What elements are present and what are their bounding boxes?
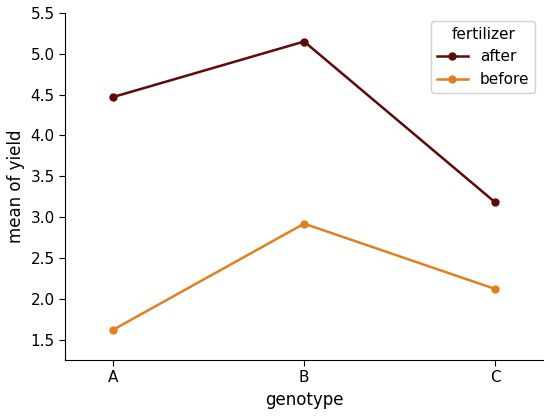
Line: after: after [109, 38, 499, 206]
after [301, 39, 307, 44]
before [492, 287, 498, 292]
X-axis label: genotype: genotype [265, 391, 343, 409]
Legend: after, before: after, before [431, 20, 535, 93]
before [109, 327, 116, 332]
before [301, 221, 307, 226]
Line: before: before [109, 220, 499, 333]
after [492, 200, 498, 205]
Y-axis label: mean of yield: mean of yield [7, 130, 25, 243]
after [109, 94, 116, 99]
